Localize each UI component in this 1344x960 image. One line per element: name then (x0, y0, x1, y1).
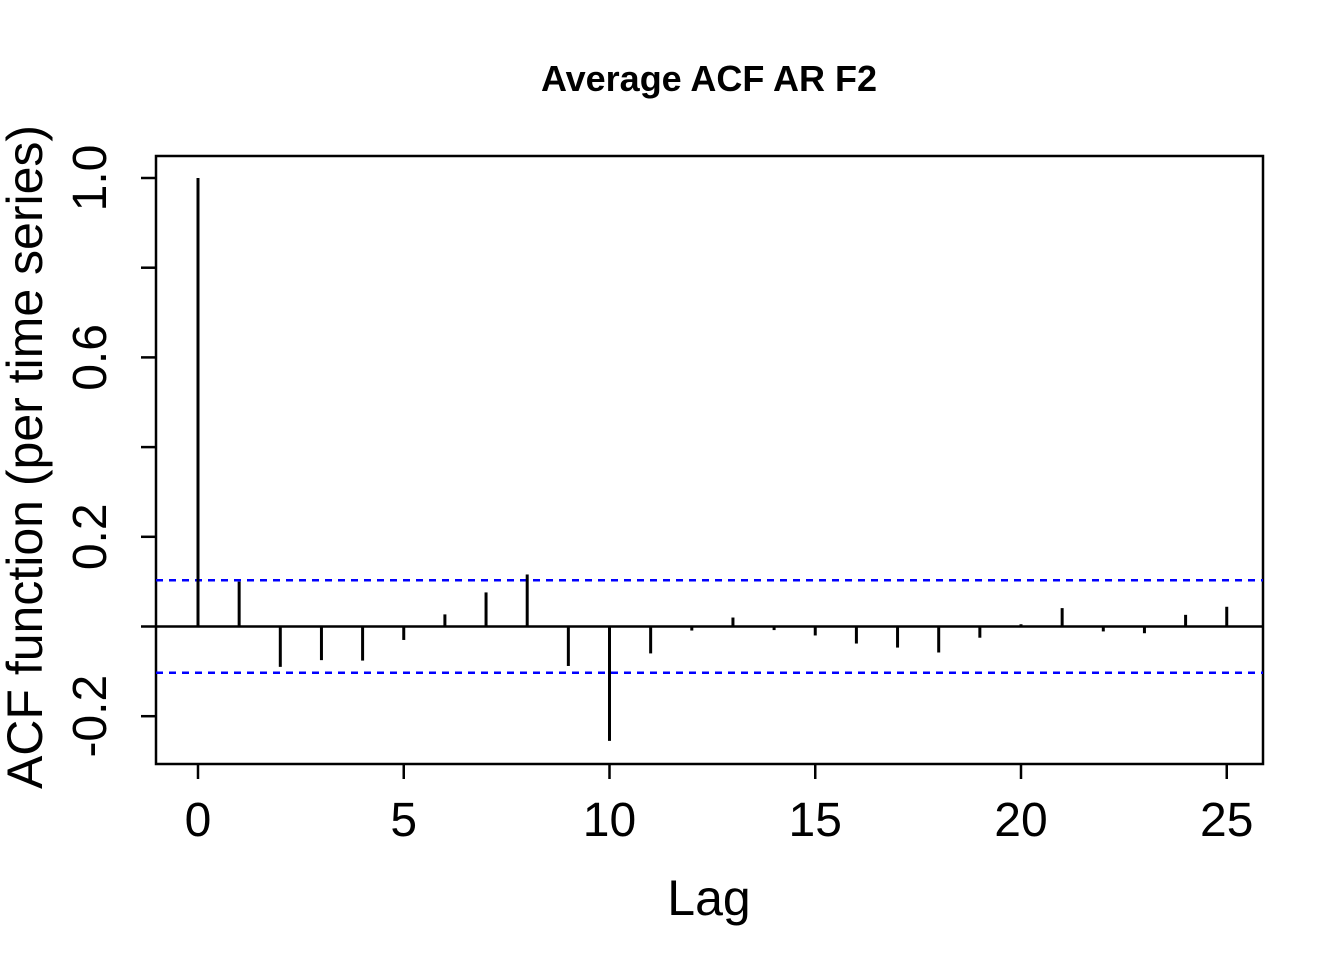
y-tick-label: 0.6 (64, 324, 117, 391)
y-axis-label: ACF function (per time series) (0, 125, 53, 789)
x-tick-label: 15 (789, 794, 842, 847)
plot-border (154, 154, 1265, 766)
y-tick-label: 1.0 (64, 145, 117, 212)
plot-title: Average ACF AR F2 (541, 58, 877, 99)
x-tick-label: 10 (583, 794, 636, 847)
chart-geometry: 1.0 0.6 0.2 -0.2 0 5 10 15 20 25 (64, 145, 1265, 847)
x-tick-label: 25 (1200, 794, 1253, 847)
x-tick-label: 0 (185, 794, 212, 847)
y-tick-label: -0.2 (64, 675, 117, 758)
x-tick-label: 20 (994, 794, 1047, 847)
x-tick-label: 5 (390, 794, 417, 847)
y-tick-label: 0.2 (64, 503, 117, 570)
x-axis-label: Lag (667, 870, 750, 926)
